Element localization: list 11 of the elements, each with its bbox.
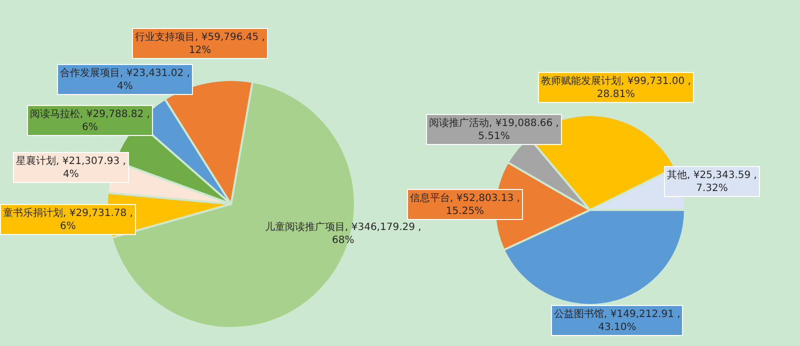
slice-label: 教师赋能发展计划, ¥99,731.00 , 28.81%: [541, 75, 691, 100]
slice-label: 行业支持项目, ¥59,796.45 , 12%: [135, 31, 265, 56]
slice-label: 阅读马拉松, ¥29,788.82 , 6%: [30, 108, 150, 133]
slice-label: 星襄计划, ¥21,307.93 , 4%: [16, 155, 126, 180]
slice-label: 童书乐捐计划, ¥29,731.78 , 6%: [3, 207, 133, 232]
slice-label: 信息平台, ¥52,803.13 , 15.25%: [410, 192, 520, 217]
slice-label: 阅读推广活动, ¥19,088.66 , 5.51%: [429, 117, 559, 142]
slice-label: 儿童阅读推广项目, ¥346,179.29 , 68%: [265, 221, 422, 246]
slice-label: 合作发展项目, ¥23,431.02 , 4%: [60, 67, 190, 92]
slice-label: 公益图书馆, ¥149,212.91 , 43.10%: [554, 308, 680, 333]
slice-label: 其他, ¥25,343.59 , 7.32%: [667, 169, 757, 194]
